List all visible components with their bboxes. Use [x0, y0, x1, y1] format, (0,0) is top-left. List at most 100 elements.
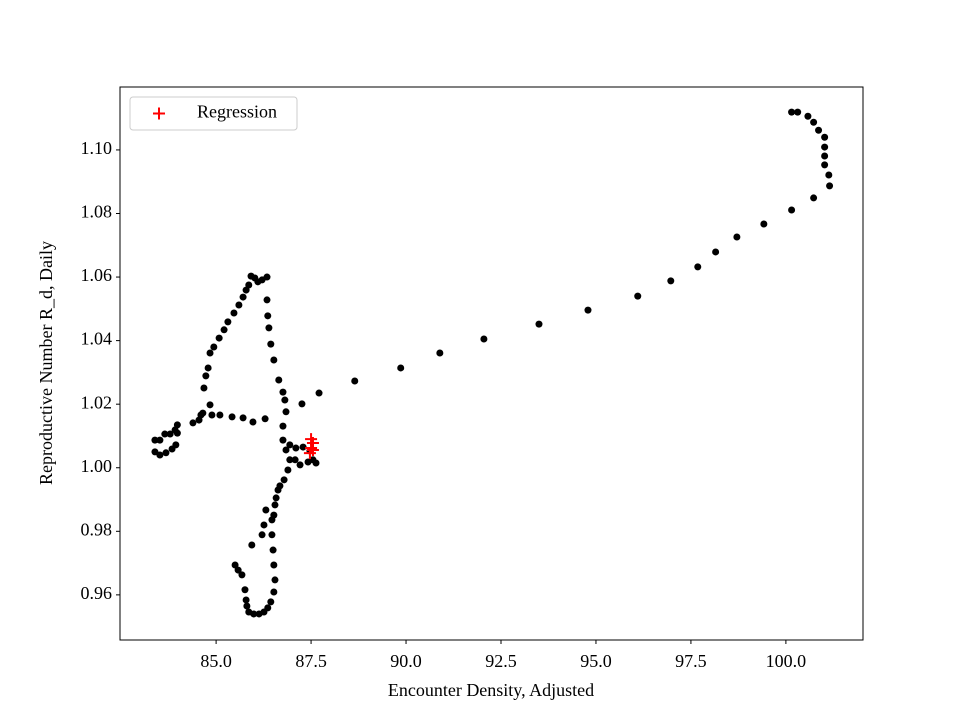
y-tick-label: 0.96 — [81, 583, 113, 603]
point — [821, 152, 829, 160]
point — [206, 349, 214, 357]
point — [712, 248, 720, 256]
point — [269, 546, 277, 554]
point — [202, 372, 210, 380]
point — [279, 388, 287, 396]
point — [821, 133, 829, 141]
point — [286, 441, 294, 449]
point — [280, 476, 288, 484]
point — [480, 335, 488, 343]
point — [821, 143, 829, 151]
point — [279, 436, 287, 444]
point — [788, 206, 796, 214]
point — [304, 458, 312, 466]
point — [281, 396, 289, 404]
point — [156, 436, 164, 444]
point — [272, 494, 280, 502]
point — [584, 306, 592, 314]
point — [249, 418, 257, 426]
point — [303, 447, 316, 460]
point — [305, 442, 318, 455]
point — [265, 324, 273, 332]
point — [245, 608, 253, 616]
point — [258, 531, 266, 539]
point — [216, 411, 224, 419]
x-tick-label: 90.0 — [390, 651, 422, 671]
point — [162, 449, 170, 457]
point — [760, 220, 768, 228]
point — [271, 501, 279, 509]
y-tick-label: 1.08 — [81, 202, 113, 222]
point — [238, 571, 246, 579]
point — [267, 340, 275, 348]
point — [248, 541, 256, 549]
point — [242, 596, 250, 604]
plot-frame — [119, 86, 864, 641]
point — [270, 356, 278, 364]
point — [292, 444, 300, 452]
point — [234, 566, 242, 574]
point — [810, 194, 818, 202]
point — [206, 401, 214, 409]
point — [230, 309, 238, 317]
y-tick-label: 1.04 — [81, 329, 113, 349]
point — [228, 413, 236, 421]
point — [224, 318, 232, 326]
point — [231, 561, 239, 569]
point — [291, 456, 299, 464]
point — [825, 171, 833, 179]
point — [270, 588, 278, 596]
point — [210, 343, 218, 351]
point — [270, 561, 278, 569]
point — [788, 108, 796, 116]
y-tick-label: 1.02 — [81, 392, 113, 412]
point — [268, 516, 276, 524]
point — [200, 384, 208, 392]
point — [235, 301, 243, 309]
point — [255, 610, 263, 618]
point — [156, 451, 164, 459]
point — [810, 118, 818, 126]
point — [189, 419, 197, 427]
point — [286, 456, 294, 464]
point — [694, 263, 702, 271]
x-tick-label: 85.0 — [200, 651, 232, 671]
x-tick-label: 87.5 — [295, 651, 327, 671]
point — [271, 576, 279, 584]
point — [197, 411, 205, 419]
point — [298, 400, 306, 408]
point — [821, 161, 829, 169]
point — [315, 389, 323, 397]
point — [312, 459, 320, 467]
point — [262, 506, 270, 514]
point — [279, 422, 287, 430]
x-tick-label: 100.0 — [766, 651, 807, 671]
y-tick-label: 0.98 — [81, 519, 113, 539]
point — [204, 364, 212, 372]
point — [151, 436, 159, 444]
point — [436, 349, 444, 357]
x-axis-label: Encounter Density, Adjusted — [388, 680, 594, 700]
y-tick-label: 1.06 — [81, 265, 113, 285]
point — [282, 446, 290, 454]
point — [733, 233, 741, 241]
point — [794, 108, 802, 116]
legend-marker — [153, 107, 165, 120]
point — [261, 415, 269, 423]
point — [208, 411, 216, 419]
point — [274, 486, 282, 494]
point — [166, 430, 174, 438]
point — [239, 414, 247, 422]
point — [172, 441, 180, 449]
point — [173, 429, 181, 437]
legend-label: Regression — [197, 102, 277, 122]
point — [299, 443, 307, 451]
point — [242, 286, 250, 294]
point — [815, 126, 823, 134]
point — [351, 377, 359, 385]
point — [535, 320, 543, 328]
point — [826, 182, 834, 190]
point — [282, 408, 290, 416]
